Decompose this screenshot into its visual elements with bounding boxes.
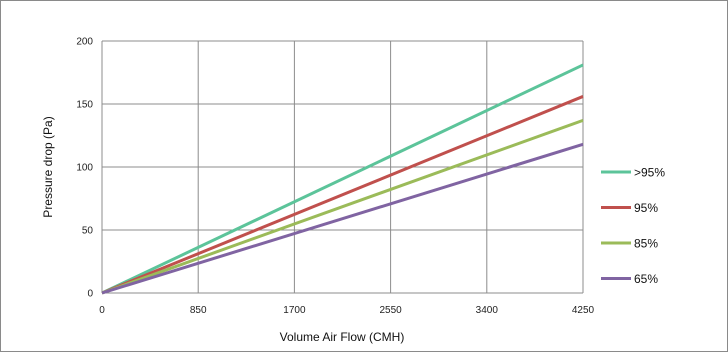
series-line (101, 63, 584, 295)
grid (101, 40, 584, 294)
y-tick-label: 200 (76, 37, 93, 48)
tick-labels: 0 50 100 150 200 0 850 1700 2550 3400 4250 (76, 37, 594, 317)
x-tick-label: 0 (99, 305, 105, 316)
legend-item: 95% (601, 201, 658, 215)
x-tick-label: 2550 (379, 305, 402, 316)
series-line (101, 118, 584, 295)
legend-item: 85% (601, 237, 658, 251)
x-tick-label: 1700 (283, 305, 306, 316)
legend: >95% 95% 85% 65% (601, 166, 665, 286)
legend-label: 85% (634, 237, 658, 251)
y-axis-title: Pressure drop (Pa) (41, 116, 55, 217)
series-lines (101, 63, 584, 295)
x-tick-label: 4250 (572, 305, 595, 316)
legend-item: >95% (601, 166, 665, 180)
legend-label: 95% (634, 201, 658, 215)
legend-label: >95% (634, 166, 665, 180)
legend-item: 65% (601, 272, 658, 286)
y-tick-label: 100 (76, 163, 93, 174)
series-line (101, 142, 584, 295)
y-tick-label: 50 (82, 226, 94, 237)
y-tick-label: 0 (87, 289, 93, 300)
x-axis-title: Volume Air Flow (CMH) (280, 330, 405, 344)
series-line (101, 95, 584, 295)
x-tick-label: 850 (190, 305, 207, 316)
legend-label: 65% (634, 272, 658, 286)
y-tick-label: 150 (76, 100, 93, 111)
x-tick-label: 3400 (476, 305, 499, 316)
